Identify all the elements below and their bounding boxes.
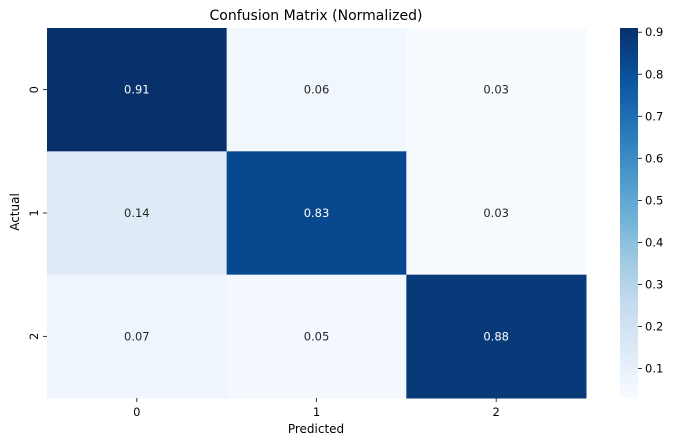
- x-axis-label: Predicted: [288, 422, 344, 436]
- colorbar-tick-label: 0.4: [645, 235, 663, 249]
- cell-value-label: 0.14: [124, 206, 150, 220]
- colorbar-tick-label: 0.1: [645, 362, 663, 376]
- x-tick-label: 1: [313, 405, 320, 419]
- colorbar-tick-label: 0.5: [645, 193, 663, 207]
- colorbar-tick-label: 0.8: [645, 67, 663, 81]
- colorbar: 0.1 0.2 0.3 0.4 0.5 0.6 0.7 0.8 0.9: [620, 25, 663, 398]
- heatmap-cell-2-2: [406, 274, 587, 399]
- x-tick-label: 0: [133, 405, 140, 419]
- y-tick-label: 1: [27, 209, 41, 216]
- heatmap-cell-1-0: [47, 151, 228, 276]
- cell-value-label: 0.83: [304, 206, 330, 220]
- heatmap-cell-1-2: [406, 151, 587, 276]
- cell-value-label: 0.03: [483, 206, 509, 220]
- heatmap-cell-2-0: [47, 274, 228, 399]
- heatmap-cell-0-1: [226, 28, 407, 152]
- cell-value-label: 0.06: [304, 83, 330, 97]
- colorbar-gradient: [620, 28, 638, 398]
- y-tick-label: 2: [27, 333, 41, 340]
- cell-value-label: 0.91: [124, 83, 150, 97]
- heatmap-cell-1-1: [226, 151, 407, 276]
- heatmap-cell-2-1: [226, 274, 407, 399]
- cell-value-label: 0.07: [124, 329, 150, 343]
- y-axis: 0 1 2: [27, 86, 47, 340]
- cell-value-label: 0.03: [483, 83, 509, 97]
- x-tick-label: 2: [493, 405, 500, 419]
- colorbar-tick-label: 0.9: [645, 25, 663, 39]
- heatmap-cells: 0.91 0.06 0.03 0.14 0.83 0.03 0.07 0.05 0.88: [47, 28, 587, 399]
- colorbar-tick-label: 0.2: [645, 320, 663, 334]
- heatmap-cell-0-0: [47, 28, 228, 152]
- cell-value-label: 0.88: [483, 329, 509, 343]
- heatmap-cell-0-2: [406, 28, 587, 152]
- y-axis-label: Actual: [8, 193, 22, 231]
- cell-value-label: 0.05: [304, 329, 330, 343]
- colorbar-tick-label: 0.7: [645, 109, 663, 123]
- colorbar-tick-label: 0.3: [645, 277, 663, 291]
- chart-title: Confusion Matrix (Normalized): [210, 8, 423, 24]
- y-tick-label: 0: [27, 86, 41, 93]
- colorbar-tick-label: 0.6: [645, 151, 663, 165]
- x-axis: 0 1 2: [133, 398, 500, 419]
